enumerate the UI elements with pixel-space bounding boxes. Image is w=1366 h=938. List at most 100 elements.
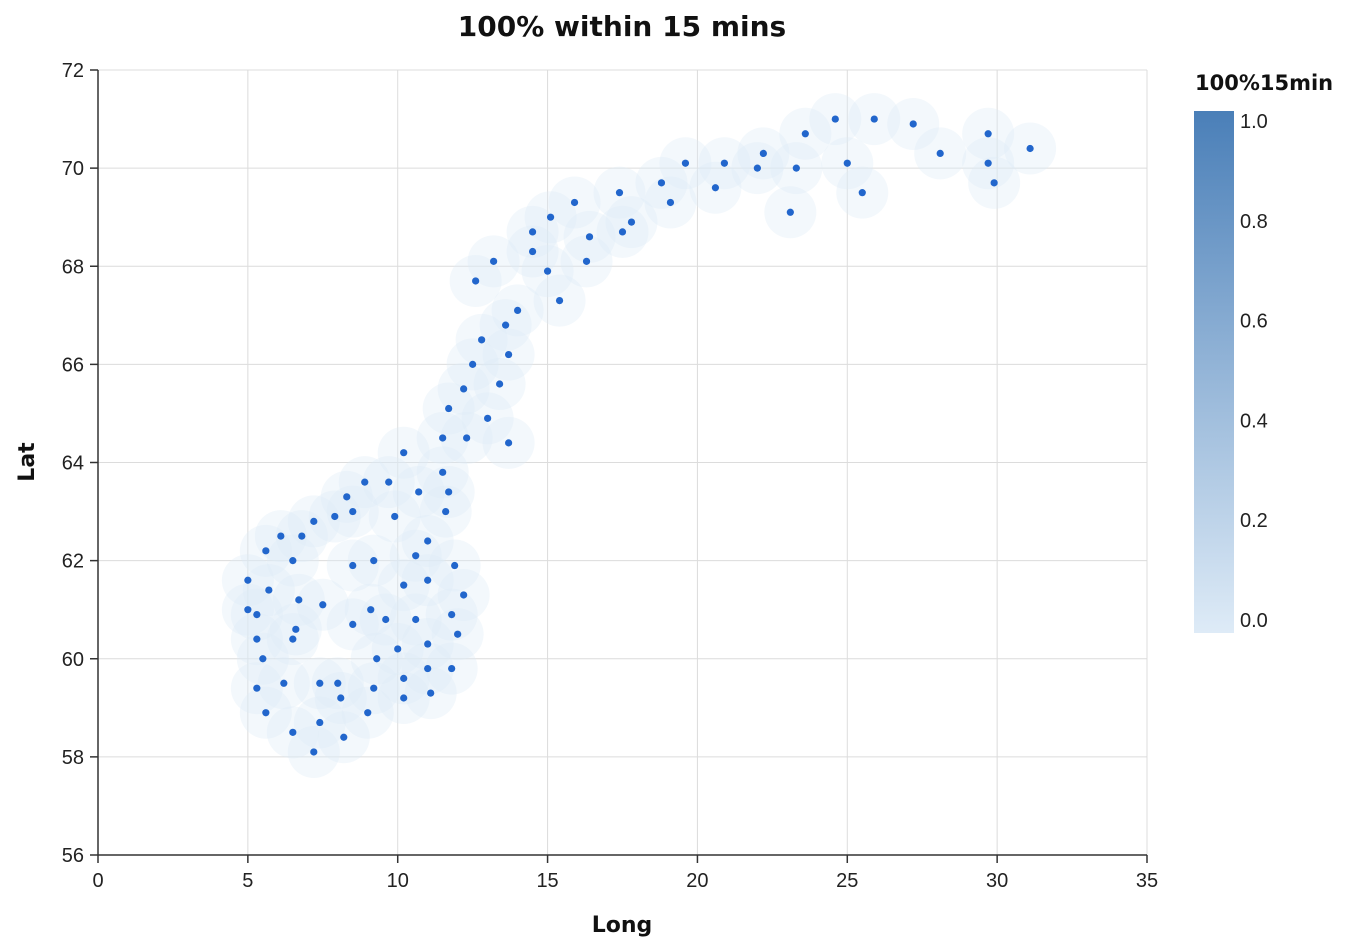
data-point bbox=[445, 404, 453, 413]
data-point bbox=[439, 468, 447, 476]
data-point bbox=[870, 115, 878, 123]
data-point bbox=[364, 709, 372, 717]
data-point bbox=[843, 159, 851, 167]
data-point bbox=[442, 507, 450, 516]
data-point bbox=[514, 306, 522, 315]
data-point bbox=[349, 507, 357, 516]
data-point bbox=[543, 267, 552, 275]
data-point bbox=[244, 606, 252, 614]
data-point bbox=[1026, 144, 1034, 153]
data-point bbox=[337, 694, 345, 702]
chart-title: 100% within 15 mins bbox=[458, 10, 786, 43]
data-point bbox=[460, 385, 468, 393]
data-point bbox=[582, 257, 591, 265]
y-tick-label: 56 bbox=[62, 845, 84, 867]
data-point bbox=[259, 655, 267, 663]
legend-tick-label: 0.8 bbox=[1240, 211, 1268, 233]
data-point bbox=[627, 218, 636, 226]
data-point bbox=[454, 630, 462, 638]
data-point bbox=[424, 640, 432, 648]
legend-gradient-bar bbox=[1194, 111, 1234, 633]
x-tick-label: 20 bbox=[686, 870, 708, 892]
data-point bbox=[909, 120, 917, 128]
data-point bbox=[460, 591, 468, 599]
data-point bbox=[478, 336, 486, 344]
y-tick-label: 62 bbox=[62, 551, 84, 573]
data-point bbox=[340, 733, 348, 741]
data-point bbox=[585, 233, 594, 241]
legend-title: 100%15min bbox=[1195, 71, 1333, 95]
data-point bbox=[412, 552, 420, 560]
data-point bbox=[472, 277, 480, 285]
data-point bbox=[289, 728, 297, 736]
data-point bbox=[711, 184, 720, 192]
data-point bbox=[349, 620, 357, 629]
data-point bbox=[382, 615, 390, 624]
data-point bbox=[349, 561, 357, 570]
data-point bbox=[262, 547, 270, 555]
data-point bbox=[394, 645, 402, 653]
data-point bbox=[424, 576, 432, 584]
data-point bbox=[253, 610, 261, 619]
data-point bbox=[484, 414, 492, 422]
data-point bbox=[990, 179, 998, 187]
data-point bbox=[666, 198, 675, 207]
data-point bbox=[496, 380, 504, 388]
data-point bbox=[858, 189, 866, 197]
legend-labels: 1.0 0.8 0.6 0.4 0.2 0.0 bbox=[1240, 111, 1268, 632]
data-point bbox=[331, 512, 339, 521]
data-point bbox=[720, 159, 729, 167]
data-point bbox=[289, 635, 297, 643]
data-point bbox=[936, 149, 944, 158]
data-point bbox=[295, 596, 303, 604]
y-axis-ticks: 56 58 60 62 64 66 68 70 72 bbox=[62, 60, 98, 867]
data-point bbox=[618, 228, 627, 236]
data-point bbox=[262, 709, 270, 717]
data-point bbox=[253, 635, 261, 643]
data-point bbox=[502, 321, 510, 329]
legend-tick-label: 0.0 bbox=[1240, 610, 1268, 632]
data-point bbox=[801, 130, 809, 138]
data-point bbox=[310, 748, 318, 756]
data-point bbox=[277, 532, 285, 540]
data-point bbox=[334, 679, 342, 687]
data-point bbox=[570, 198, 579, 207]
legend-tick-label: 0.2 bbox=[1240, 510, 1268, 532]
y-tick-label: 60 bbox=[62, 649, 84, 671]
data-point bbox=[400, 581, 408, 589]
data-point bbox=[792, 164, 800, 172]
data-point bbox=[253, 684, 261, 692]
data-point bbox=[316, 718, 324, 727]
data-point bbox=[831, 115, 839, 123]
data-point bbox=[448, 664, 456, 673]
data-point bbox=[289, 557, 297, 565]
data-point bbox=[343, 493, 351, 501]
data-point bbox=[316, 679, 324, 687]
x-tick-label: 30 bbox=[986, 870, 1008, 892]
data-point bbox=[400, 449, 408, 457]
data-point bbox=[310, 517, 318, 525]
data-point bbox=[415, 488, 423, 496]
data-point bbox=[469, 360, 477, 368]
y-tick-label: 58 bbox=[62, 747, 84, 769]
y-tick-label: 70 bbox=[62, 158, 84, 180]
data-points bbox=[244, 115, 1034, 756]
data-point bbox=[370, 557, 378, 565]
data-point bbox=[505, 439, 513, 447]
data-point bbox=[528, 247, 537, 256]
data-point bbox=[445, 488, 453, 496]
data-point bbox=[244, 576, 252, 584]
data-point bbox=[546, 213, 555, 221]
data-point bbox=[681, 159, 690, 167]
data-point bbox=[265, 586, 273, 594]
y-tick-label: 66 bbox=[62, 354, 84, 376]
data-point bbox=[528, 228, 537, 236]
data-point bbox=[490, 257, 498, 265]
data-point bbox=[448, 610, 456, 619]
x-tick-label: 10 bbox=[387, 870, 409, 892]
grid bbox=[98, 69, 1148, 855]
data-point bbox=[424, 537, 432, 545]
data-point bbox=[412, 615, 420, 624]
data-point bbox=[657, 179, 666, 187]
